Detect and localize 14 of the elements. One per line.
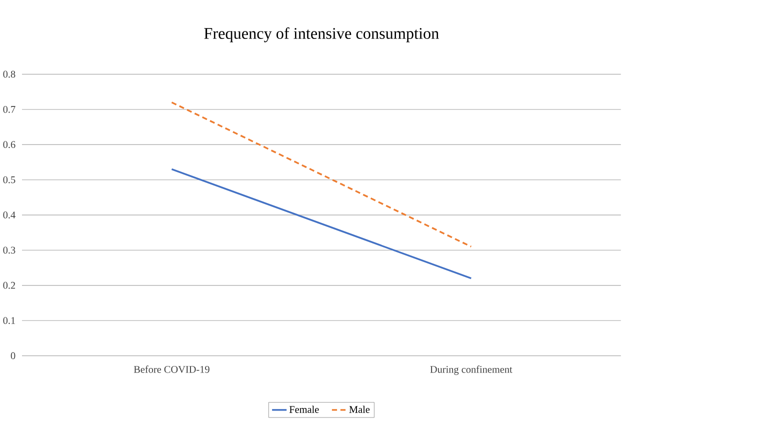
y-tick-label: 0.1: [3, 316, 15, 324]
chart-title: Frequency of intensive consumption: [204, 27, 439, 42]
y-tick-label: 0.5: [3, 176, 16, 184]
y-tick-label: 0.2: [3, 282, 16, 289]
x-tick-label: During confinement: [430, 365, 512, 375]
legend-label: Female: [289, 406, 319, 413]
y-tick-label: 0.4: [3, 211, 16, 218]
y-tick-label: 0.8: [3, 70, 16, 78]
y-tick-label: 0: [10, 352, 16, 360]
legend-label: Male: [349, 406, 370, 413]
y-tick-label: 0.6: [3, 141, 16, 148]
x-tick-label: Before COVID-19: [134, 365, 210, 373]
y-tick-label: 0.7: [3, 106, 16, 113]
y-tick-label: 0.3: [3, 246, 16, 254]
